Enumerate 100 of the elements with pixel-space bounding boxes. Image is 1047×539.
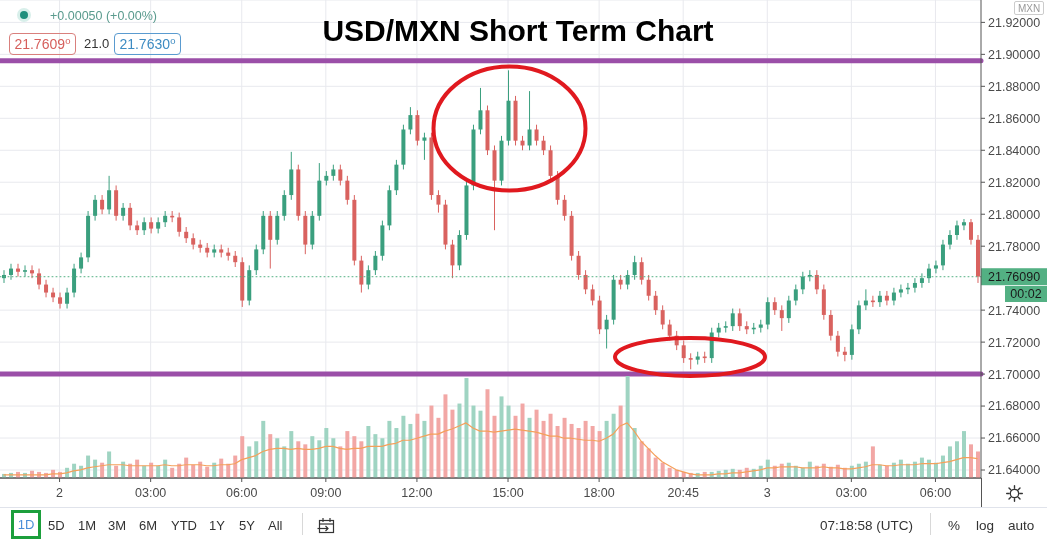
bar (947, 446, 952, 478)
bar (240, 436, 245, 478)
candlestick (723, 320, 728, 334)
text: 5D (48, 518, 65, 533)
bar (562, 417, 567, 478)
candlestick (408, 106, 413, 135)
bar (331, 438, 336, 478)
bar (324, 428, 329, 478)
candlestick (653, 290, 658, 316)
candlestick (835, 330, 840, 357)
bar (303, 444, 308, 478)
x-tick-label: 03:00 (835, 486, 868, 500)
bar (478, 410, 483, 478)
text: auto (1008, 518, 1035, 533)
bar (401, 415, 406, 478)
candlestick (534, 124, 539, 146)
bar (975, 451, 980, 478)
bar (254, 441, 259, 478)
bar (380, 438, 385, 478)
candlestick (65, 287, 70, 310)
candlestick (282, 189, 287, 222)
bar (639, 441, 644, 478)
candlestick (436, 189, 441, 214)
bar (576, 428, 581, 478)
bar (520, 403, 525, 478)
x-tick-label: 20:45 (667, 486, 699, 500)
bar (275, 438, 280, 478)
y-tick-label: 21.88000 (988, 79, 1041, 94)
bar (492, 415, 497, 478)
candlestick (625, 269, 630, 290)
candlestick (646, 274, 651, 302)
bar (625, 376, 630, 478)
candlestick (9, 263, 14, 281)
candlestick (919, 272, 924, 289)
candlestick (793, 284, 798, 306)
candlestick (842, 346, 847, 362)
bar (142, 465, 147, 478)
bar (646, 448, 651, 478)
bar (247, 446, 252, 478)
text: 1M (78, 518, 97, 533)
bar (156, 465, 161, 478)
bar (107, 451, 112, 478)
candlestick (37, 268, 42, 290)
candlestick (338, 164, 343, 186)
candlestick (107, 175, 112, 215)
bar (569, 423, 574, 478)
candlestick (940, 239, 945, 271)
y-tick-label: 21.92000 (988, 15, 1041, 30)
candlestick (93, 194, 98, 222)
bar (548, 413, 553, 478)
annotation: 21.0 (84, 36, 110, 51)
bar (471, 405, 476, 478)
bar (387, 420, 392, 478)
candlestick (366, 264, 371, 290)
candlestick (72, 263, 77, 298)
x-tick-label: 18:00 (583, 486, 615, 500)
candlestick (58, 292, 63, 310)
bar (611, 413, 616, 478)
candlestick (604, 314, 609, 350)
text: YTD (171, 518, 197, 533)
bar (597, 431, 602, 478)
bar (436, 417, 441, 478)
candlestick (275, 210, 280, 246)
candlestick (527, 90, 532, 151)
y-tick-label: 21.68000 (988, 399, 1041, 414)
candlestick (44, 279, 49, 298)
candlestick (730, 308, 735, 332)
candlestick (30, 264, 35, 279)
bar (954, 441, 959, 478)
bar (506, 405, 511, 478)
bar (317, 440, 322, 478)
candlestick (79, 252, 84, 274)
candlestick (16, 263, 21, 278)
candlestick (828, 309, 833, 342)
candlestick (814, 269, 819, 295)
candlestick (373, 250, 378, 276)
candlestick (254, 244, 259, 276)
candlestick (422, 132, 427, 161)
candlestick (583, 269, 588, 295)
candlestick (142, 216, 147, 236)
text: log (976, 518, 995, 533)
y-tick-label: 21.64000 (988, 463, 1041, 478)
bar (457, 403, 462, 478)
bar (352, 436, 357, 478)
candlestick (268, 210, 273, 270)
candlestick (359, 255, 364, 294)
bar (268, 434, 273, 478)
x-tick-label: 09:00 (310, 486, 342, 500)
bar (296, 441, 301, 478)
candlestick (128, 202, 133, 231)
bar (394, 428, 399, 478)
candlestick (100, 194, 105, 215)
text: % (948, 518, 961, 533)
x-tick-label: 06:00 (919, 486, 952, 500)
candlestick (961, 218, 966, 231)
x-tick-label: 12:00 (401, 486, 433, 500)
candlestick (177, 212, 182, 238)
candlestick (947, 229, 952, 250)
y-tick-label: 21.90000 (988, 47, 1041, 62)
annotation: +0.00050 (+0.00%) (50, 9, 158, 23)
